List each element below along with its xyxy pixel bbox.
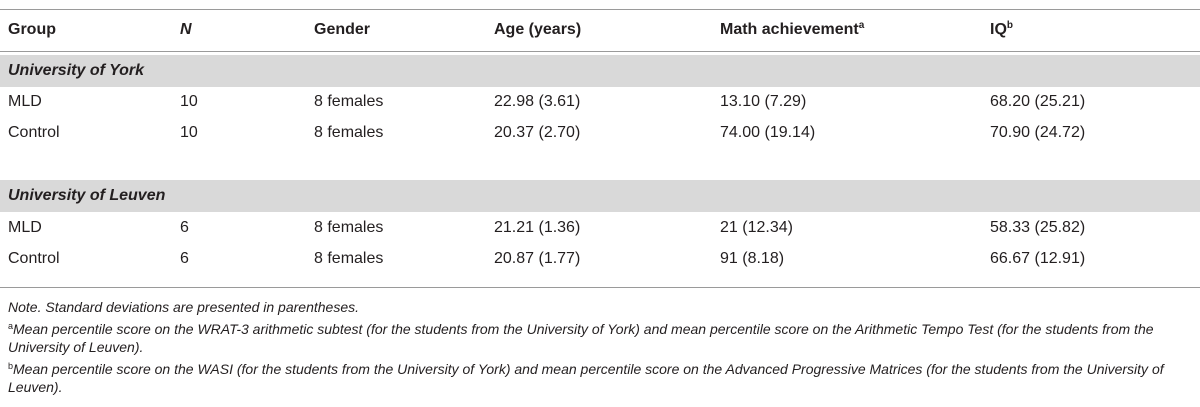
- header-math: Math achievementa: [720, 14, 864, 46]
- cell-iq: 70.90 (24.72): [990, 124, 1086, 141]
- header-rule: [0, 51, 1200, 52]
- bottom-rule: [0, 287, 1200, 288]
- table-row: Control 10 8 females 20.37 (2.70) 74.00 …: [0, 117, 1200, 149]
- header-row: Group N Gender Age (years) Math achievem…: [0, 14, 1200, 46]
- cell-n: 6: [180, 219, 189, 236]
- cell-iq: 68.20 (25.21): [990, 93, 1086, 110]
- cell-math: 21 (12.34): [720, 219, 793, 236]
- table-row: MLD 10 8 females 22.98 (3.61) 13.10 (7.2…: [0, 86, 1200, 118]
- note-a-marker: a: [8, 321, 14, 331]
- header-math-label: Math achievement: [720, 21, 859, 38]
- section-title: University of Leuven: [8, 187, 166, 204]
- header-math-footnote-marker: a: [858, 20, 865, 31]
- cell-group: Control: [8, 250, 60, 267]
- header-iq: IQb: [990, 14, 1013, 46]
- cell-age: 20.37 (2.70): [494, 124, 581, 141]
- cell-group: MLD: [8, 93, 42, 110]
- cell-gender: 8 females: [314, 219, 384, 236]
- cell-math: 13.10 (7.29): [720, 93, 807, 110]
- header-n: N: [180, 21, 192, 38]
- header-gender: Gender: [314, 21, 371, 38]
- table-row: Control 6 8 females 20.87 (1.77) 91 (8.1…: [0, 243, 1200, 275]
- top-rule: [0, 9, 1200, 10]
- cell-n: 10: [180, 93, 198, 110]
- cell-iq: 66.67 (12.91): [990, 250, 1086, 267]
- note-b-text: Mean percentile score on the WASI (for t…: [8, 361, 1164, 395]
- cell-iq: 58.33 (25.82): [990, 219, 1086, 236]
- note-general: Note. Standard deviations are presented …: [8, 299, 360, 315]
- cell-math: 74.00 (19.14): [720, 124, 816, 141]
- cell-group: MLD: [8, 219, 42, 236]
- section-header-leuven: University of Leuven: [0, 180, 1200, 212]
- section-title: University of York: [8, 62, 145, 79]
- cell-n: 6: [180, 250, 189, 267]
- note-b-marker: b: [8, 361, 14, 371]
- cell-age: 22.98 (3.61): [494, 93, 581, 110]
- cell-age: 20.87 (1.77): [494, 250, 581, 267]
- table-notes: Note. Standard deviations are presented …: [8, 298, 1193, 400]
- table-row: MLD 6 8 females 21.21 (1.36) 21 (12.34) …: [0, 212, 1200, 244]
- note-a: aMean percentile score on the WRAT-3 ari…: [8, 320, 1193, 356]
- note-a-text: Mean percentile score on the WRAT-3 arit…: [8, 321, 1154, 355]
- cell-group: Control: [8, 124, 60, 141]
- cell-gender: 8 females: [314, 250, 384, 267]
- cell-gender: 8 females: [314, 93, 384, 110]
- header-iq-footnote-marker: b: [1006, 20, 1013, 31]
- header-iq-label: IQ: [990, 21, 1007, 38]
- header-group: Group: [8, 21, 56, 38]
- cell-age: 21.21 (1.36): [494, 219, 581, 236]
- cell-gender: 8 females: [314, 124, 384, 141]
- note-b: bMean percentile score on the WASI (for …: [8, 360, 1193, 396]
- section-header-york: University of York: [0, 55, 1200, 87]
- cell-n: 10: [180, 124, 198, 141]
- cell-math: 91 (8.18): [720, 250, 785, 267]
- header-age: Age (years): [494, 21, 582, 38]
